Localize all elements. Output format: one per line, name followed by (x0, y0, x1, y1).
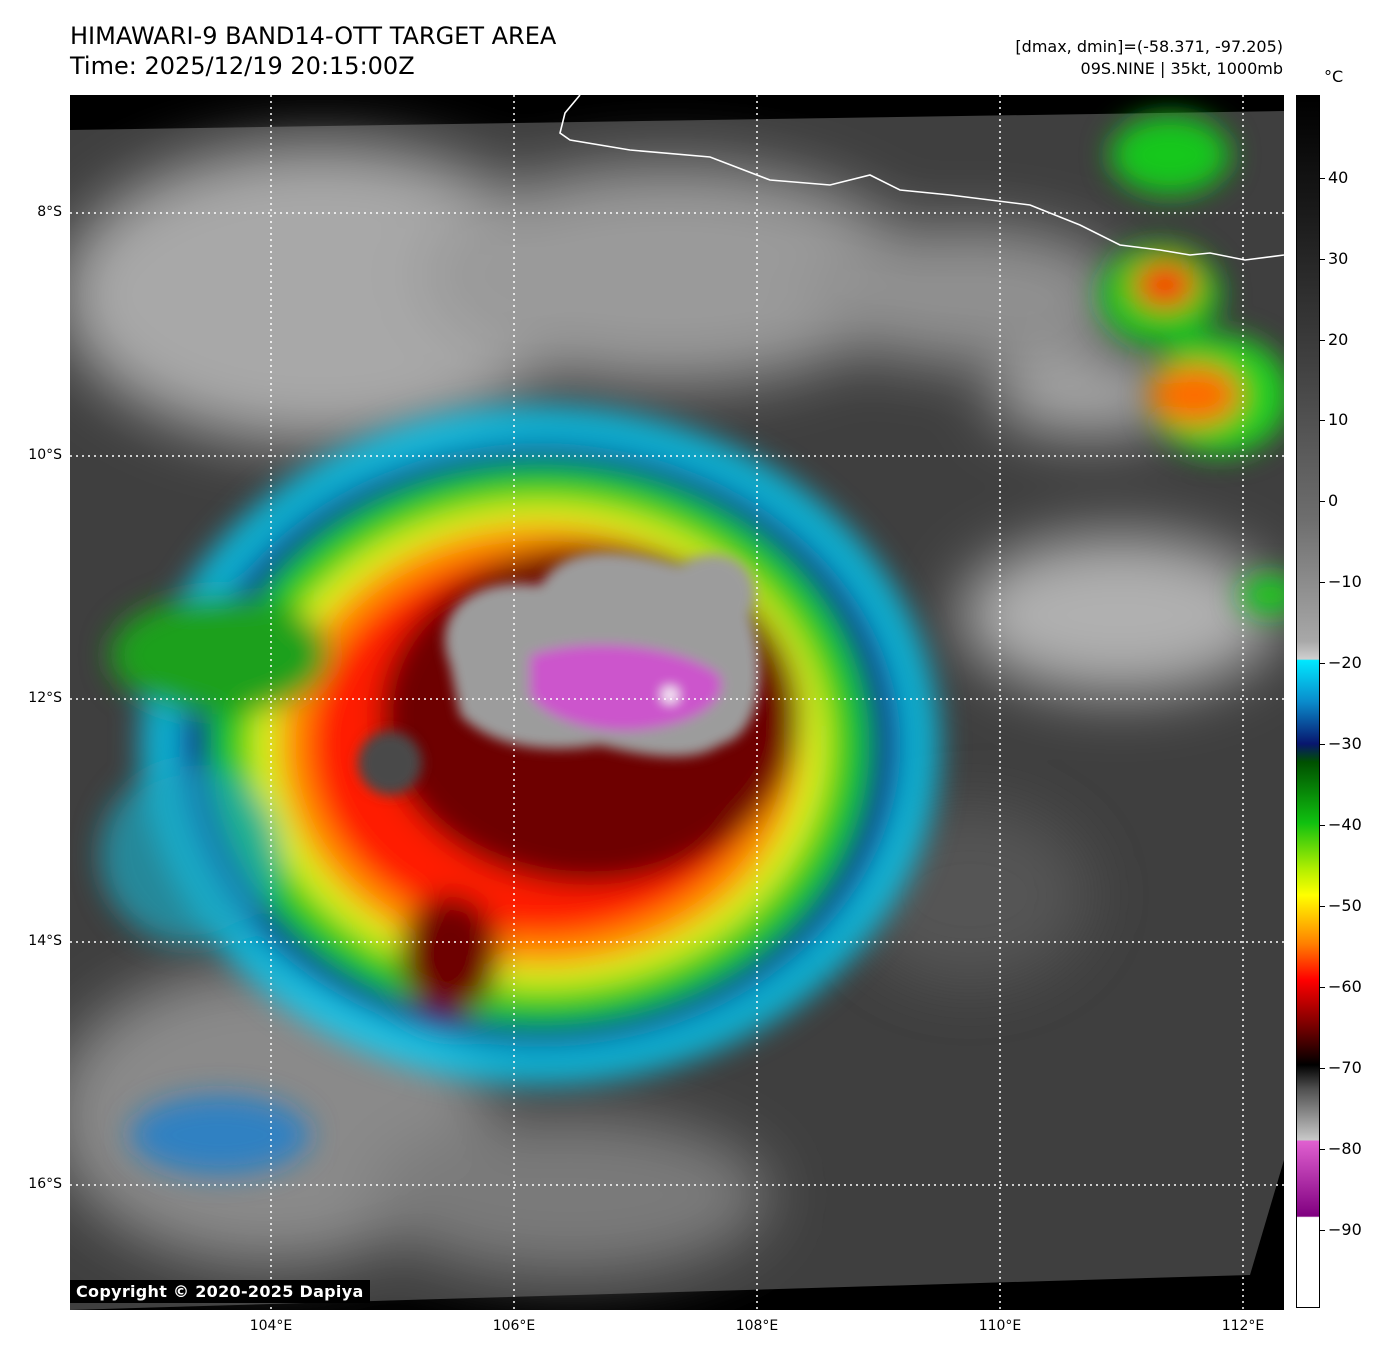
colorbar-tickmark (1320, 1230, 1325, 1231)
title-line-1: HIMAWARI-9 BAND14-OTT TARGET AREA (70, 22, 557, 50)
title-line-2: Time: 2025/12/19 20:15:00Z (70, 52, 415, 80)
lon-tick-112e: 112°E (1221, 1318, 1265, 1334)
colorbar-tickmark (1320, 420, 1325, 421)
colorbar (1296, 95, 1320, 1308)
colorbar-tickmark (1320, 259, 1325, 260)
colorbar-tickmark (1320, 744, 1325, 745)
colorbar-tick-minus90: −90 (1328, 1220, 1362, 1239)
colorbar-tickmark (1320, 582, 1325, 583)
coastline (559, 95, 1284, 261)
colorbar-tick-minus30: −30 (1328, 734, 1362, 753)
colorbar-tickmark (1320, 987, 1325, 988)
colorbar-tick-minus20: −20 (1328, 653, 1362, 672)
satellite-image (70, 95, 1284, 1310)
central-dense-overcast (358, 552, 760, 795)
storm-info-text: 09S.NINE | 35kt, 1000mb (1080, 59, 1283, 78)
copyright-text: Copyright © 2020-2025 Dapiya (70, 1280, 370, 1303)
colorbar-unit: °C (1324, 67, 1344, 86)
lon-tick-108e: 108°E (735, 1318, 779, 1334)
colorbar-tickmark (1320, 1149, 1325, 1150)
satellite-imagery-svg (70, 95, 1284, 1310)
colorbar-tickmark (1320, 340, 1325, 341)
colorbar-tick-30: 30 (1328, 249, 1349, 268)
colorbar-tick-minus40: −40 (1328, 815, 1362, 834)
lat-tick-16s: 16°S (28, 1176, 62, 1192)
colorbar-tickmark (1320, 906, 1325, 907)
gridlines (70, 95, 1284, 1310)
lon-tick-104e: 104°E (249, 1318, 293, 1334)
colorbar-tickmark (1320, 178, 1325, 179)
colorbar-tick-minus10: −10 (1328, 572, 1362, 591)
colorbar-tick-minus70: −70 (1328, 1058, 1362, 1077)
colorbar-tick-20: 20 (1328, 330, 1349, 349)
lat-tick-12s: 12°S (28, 690, 62, 706)
lon-tick-106e: 106°E (492, 1318, 536, 1334)
colorbar-tickmark (1320, 501, 1325, 502)
colorbar-tick-40: 40 (1328, 168, 1349, 187)
colorbar-tickmark (1320, 663, 1325, 664)
colorbar-tickmark (1320, 825, 1325, 826)
lon-tick-110e: 110°E (978, 1318, 1022, 1334)
colorbar-tick-minus80: −80 (1328, 1139, 1362, 1158)
lat-tick-8s: 8°S (37, 204, 62, 220)
lat-tick-10s: 10°S (28, 447, 62, 463)
range-text: [dmax, dmin]=(-58.371, -97.205) (1015, 37, 1283, 56)
colorbar-tick-10: 10 (1328, 410, 1349, 429)
colorbar-tickmark (1320, 1068, 1325, 1069)
colorbar-tick-minus50: −50 (1328, 896, 1362, 915)
lat-tick-14s: 14°S (28, 933, 62, 949)
colorbar-tick-0: 0 (1328, 491, 1339, 510)
colorbar-tick-minus60: −60 (1328, 977, 1362, 996)
